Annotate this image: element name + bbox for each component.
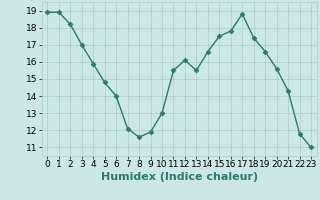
X-axis label: Humidex (Indice chaleur): Humidex (Indice chaleur) — [100, 172, 258, 182]
